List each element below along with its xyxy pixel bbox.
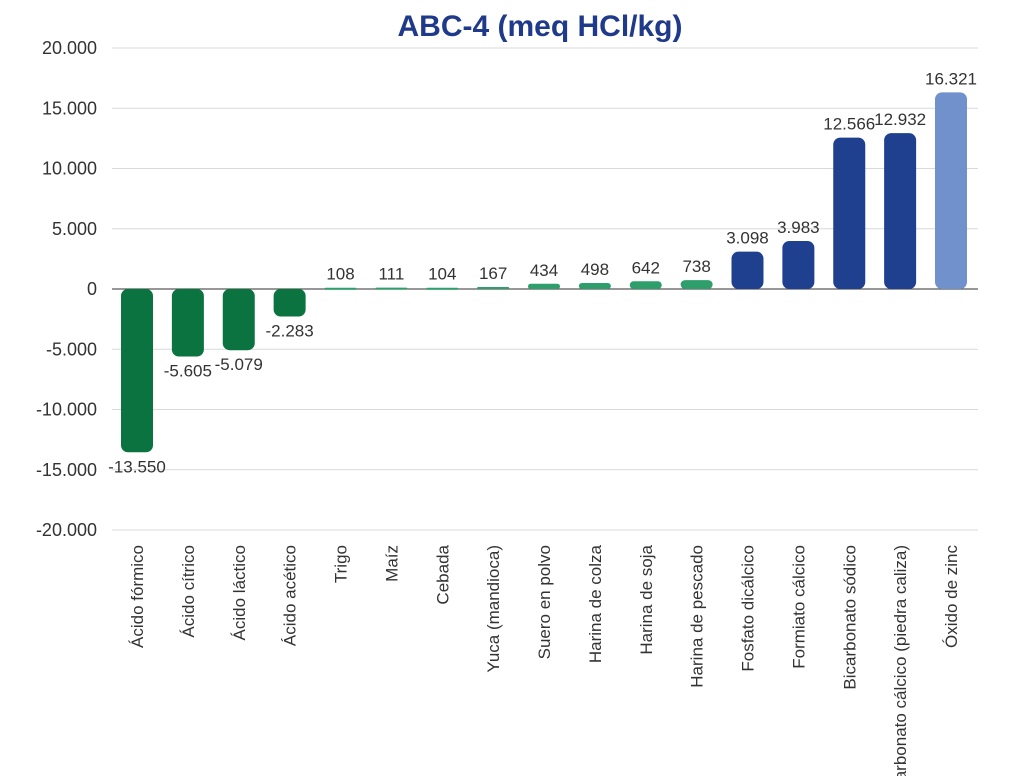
bar (121, 289, 153, 453)
y-tick-label: 10.000 (42, 159, 97, 179)
x-axis-tick-labels: Ácido fórmico Ácido cítrico Ácido láctico Á… (128, 544, 961, 776)
data-label: 104 (428, 265, 456, 284)
data-label: 111 (378, 265, 404, 284)
y-tick-label: 5.000 (52, 219, 97, 239)
data-label: 108 (326, 265, 354, 284)
x-tick-label: Óxido de zinc (942, 545, 961, 648)
data-labels: -13.550 -5.605 -5.079-2.283 108 111 104 167 434… (108, 69, 977, 476)
y-tick-label: -5.000 (46, 339, 97, 359)
x-tick-label: Ácido cítrico (179, 545, 198, 638)
x-tick-label: Ácido láctico (230, 545, 249, 640)
data-label: 16.321 (925, 69, 977, 88)
bar (578, 282, 611, 289)
bar (782, 241, 815, 289)
bar (833, 137, 866, 289)
bar (324, 287, 357, 290)
x-tick-label: Suero en polvo (535, 545, 554, 659)
bars (121, 92, 967, 453)
x-tick-label: Fosfato dicálcico (739, 545, 758, 672)
data-label: 3.983 (777, 218, 820, 237)
bar (171, 289, 204, 357)
bar (935, 92, 967, 290)
x-tick-label: Carbonato cálcico (piedra caliza) (891, 545, 910, 776)
data-label: 12.932 (874, 110, 926, 129)
bar (222, 289, 255, 351)
data-label: 434 (530, 261, 558, 280)
x-tick-label: Ácido acético (281, 545, 300, 646)
bar (528, 283, 560, 289)
x-tick-label: Harina de soja (637, 544, 656, 654)
data-label: -13.550 (108, 457, 166, 476)
data-label: 12.566 (823, 115, 875, 134)
y-tick-label: 20.000 (42, 38, 97, 58)
x-tick-label: Maíz (382, 545, 401, 582)
x-tick-label: Yuca (mandioca) (484, 545, 503, 673)
chart-title: ABC-4 (meq HCl/kg) (397, 10, 682, 43)
bar (884, 133, 917, 289)
x-tick-label: Trigo (332, 545, 351, 583)
bar (680, 280, 713, 289)
data-label: -2.283 (266, 322, 314, 341)
y-tick-label: -20.000 (36, 520, 97, 540)
y-axis-tick-labels: 20.000 15.000 10.000 5.000 0 -5.000 -10.000 -15… (36, 38, 97, 540)
y-tick-label: -10.000 (36, 400, 97, 420)
bar (273, 289, 306, 317)
x-tick-label: Harina de pescado (688, 545, 707, 688)
x-tick-label: Formiato cálcico (789, 545, 808, 669)
data-label: 738 (682, 257, 710, 276)
x-tick-label: Ácido fórmico (128, 545, 147, 648)
data-label: 3.098 (726, 229, 769, 248)
bar (426, 287, 459, 290)
y-tick-label: 0 (87, 279, 97, 299)
data-label: -5.605 (164, 362, 212, 381)
data-label: -5.079 (215, 355, 263, 374)
x-tick-label: Harina de colza (586, 544, 605, 663)
bar (629, 281, 662, 289)
data-label: 167 (479, 264, 507, 283)
y-tick-label: -15.000 (36, 460, 97, 480)
bar (731, 251, 764, 289)
bar (477, 286, 510, 289)
data-label: 642 (632, 258, 660, 277)
bar (375, 287, 408, 290)
x-tick-label: Bicarbonato sódico (840, 545, 859, 690)
x-tick-label: Cebada (433, 544, 452, 604)
data-label: 498 (581, 260, 609, 279)
y-tick-label: 15.000 (42, 98, 97, 118)
